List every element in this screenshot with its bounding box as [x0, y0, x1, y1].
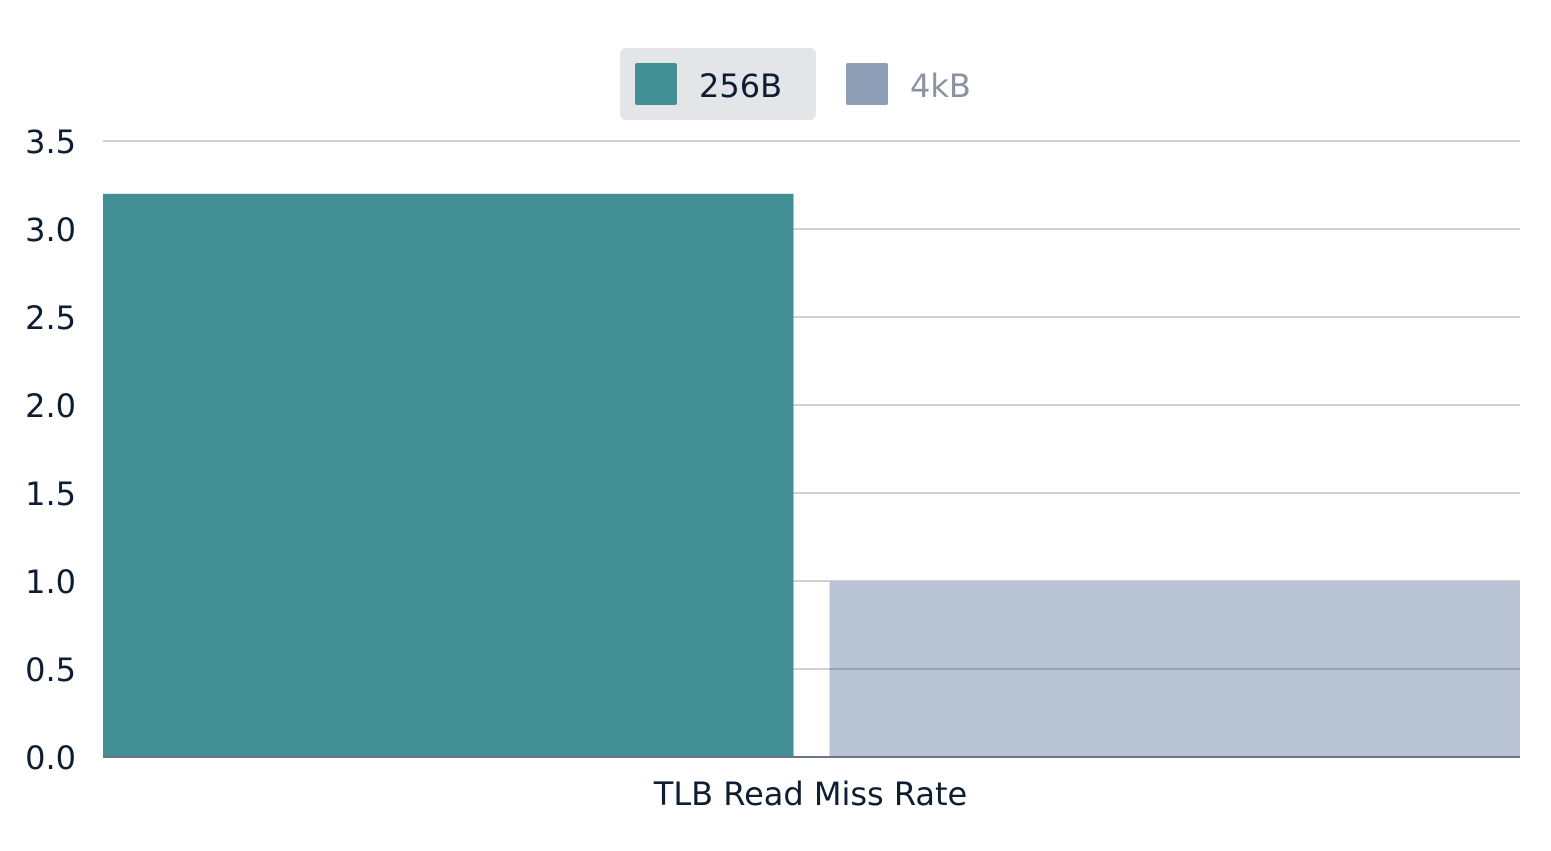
legend: 256B 4kB [620, 48, 971, 120]
y-tick-label: 0.0 [25, 739, 76, 777]
axes: 0.0 0.5 1.0 1.5 2.0 2.5 3.0 3.5 TLB Read Miss Ra… [25, 123, 1520, 813]
legend-item-4kb[interactable]: 4kB [846, 63, 971, 105]
legend-swatch [635, 63, 677, 105]
y-tick-label: 2.0 [25, 387, 76, 425]
legend-item-256b[interactable]: 256B [620, 48, 816, 120]
bar-256b[interactable] [103, 193, 794, 758]
y-tick-label: 1.5 [25, 475, 76, 513]
y-tick-label: 2.5 [25, 299, 76, 337]
legend-swatch [846, 63, 888, 105]
y-tick-label: 1.0 [25, 563, 76, 601]
bars [103, 193, 1520, 758]
legend-label: 4kB [910, 67, 971, 105]
y-tick-label: 0.5 [25, 651, 76, 689]
y-tick-label: 3.5 [25, 123, 76, 161]
y-tick-label: 3.0 [25, 211, 76, 249]
x-category-label: TLB Read Miss Rate [653, 775, 967, 813]
legend-label: 256B [699, 67, 782, 105]
